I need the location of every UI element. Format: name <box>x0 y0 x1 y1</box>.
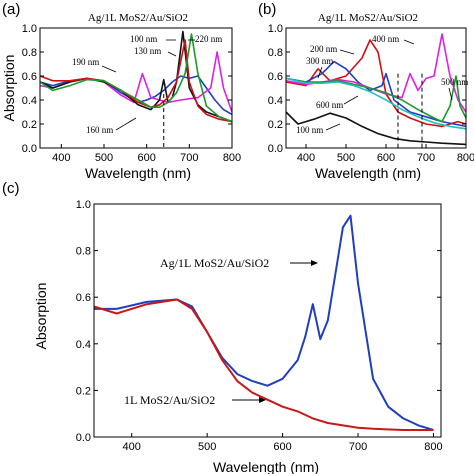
panel-a-annotation-190nm: 190 nm <box>72 57 99 67</box>
chart-panel-c: 400 500 600 700 800 0.0 0.2 0.4 0.6 0.8 1.0 Wavel… <box>33 199 443 474</box>
panel-b-arrow-300nm <box>317 66 323 79</box>
panel-c-xtick-label: 700 <box>349 441 367 453</box>
panel-a-ytick-label: 0.6 <box>22 71 37 83</box>
panel-a-series-line-3 <box>39 39 233 123</box>
panel-a-ylabel: Absorption <box>1 55 17 122</box>
panel-b-series-line-0 <box>285 111 467 146</box>
panel-a-arrow-190nm <box>101 65 117 73</box>
panel-c-arrowhead-top <box>311 260 318 266</box>
panel-c-ytick-label: 0.6 <box>76 292 91 304</box>
chart-panel-a: Ag/1L MoS2/Au/SiO2 400 500 600 700 800 0.00.… <box>1 12 241 181</box>
panel-b-ytick-label: 1.0 <box>268 23 283 35</box>
panel-c-xtick-label: 600 <box>273 441 291 453</box>
panel-c-arrowhead-bottom <box>259 397 266 403</box>
panel-label-c: (c) <box>2 180 20 197</box>
panel-c-ytick-label: 0.4 <box>76 339 91 351</box>
panel-b-series <box>285 33 467 146</box>
panel-c-ytick-label: 1.0 <box>76 199 91 211</box>
panel-c-series-line-0 <box>94 214 434 431</box>
panel-b-dashed-lines <box>397 73 423 148</box>
panel-a-xtick-label: 600 <box>137 152 155 164</box>
panel-b-arrow-500nm <box>448 87 453 101</box>
panel-b-xtick-label: 400 <box>297 152 315 164</box>
panel-b-title: Ag/1L MoS2/Au/SiO2 <box>318 12 418 24</box>
panel-c-ylabel: Absorption <box>33 283 49 350</box>
panel-b-ytick-label: 0.6 <box>268 71 283 83</box>
panel-b-annotation-300nm: 300 nm <box>306 56 333 66</box>
panel-a-xlabel: Wavelength (nm) <box>85 165 191 181</box>
panel-a-xtick-label: 400 <box>52 152 70 164</box>
panel-b-annotation-500nm: 500 nm <box>441 77 468 87</box>
panel-label-b: (b) <box>258 1 276 18</box>
panel-b-series-line-5 <box>285 77 467 130</box>
panel-a-arrow-130nm <box>167 51 177 57</box>
panel-b-ytick-label: 0.4 <box>268 95 283 107</box>
panel-b-y-ticks: 0.0 0.2 0.4 0.6 0.8 1.0 <box>268 23 466 155</box>
panel-label-a: (a) <box>2 1 20 18</box>
panel-a-xtick-label: 800 <box>223 152 241 164</box>
panel-b-annotation-600nm: 600 nm <box>316 100 343 110</box>
panel-a-ytick-label: 1.0 <box>22 23 37 35</box>
panel-a-ytick-label: 0.2 <box>22 119 37 131</box>
panel-b-ytick-label: 0.2 <box>268 119 283 131</box>
panel-b-annotation-400nm: 400 nm <box>372 34 399 44</box>
panel-c-ytick-label: 0.8 <box>76 246 91 258</box>
panel-a-ytick-label: 0.8 <box>22 47 37 59</box>
panel-b-xtick-label: 600 <box>377 152 395 164</box>
panel-a-xtick-label: 500 <box>95 152 113 164</box>
panel-b-arrow-600nm <box>343 95 359 105</box>
panel-b-series-line-4 <box>285 75 467 123</box>
panel-c-ytick-label: 0.2 <box>76 385 91 397</box>
panel-c-xtick-label: 400 <box>123 441 141 453</box>
panel-b-xtick-label: 500 <box>337 152 355 164</box>
panel-a-annotation-220nm: 220 nm <box>195 34 222 44</box>
chart-panel-b: Ag/1L MoS2/Au/SiO2 400 500 600 700 800 0.00.… <box>268 12 474 181</box>
panel-a-ytick-label: 0.4 <box>22 95 37 107</box>
panel-b-annotation-100nm: 100 nm <box>296 125 323 135</box>
panel-a-x-ticks: 400 500 600 700 800 <box>52 144 241 164</box>
panel-a-series-line-4 <box>39 33 233 123</box>
panel-b-arrow-100nm <box>325 123 341 131</box>
panel-a-annotation-130nm: 130 nm <box>134 46 161 56</box>
panel-a-arrow-160nm <box>115 117 137 131</box>
panel-b-series-line-2 <box>285 60 467 128</box>
panel-b-x-ticks: 400 500 600 700 800 <box>297 144 474 164</box>
panel-c-y-ticks: 0.0 0.2 0.4 0.6 0.8 1.0 <box>76 199 441 444</box>
panel-a-frame <box>39 27 233 149</box>
panel-a-annotation-100nm: 100 nm <box>130 34 157 44</box>
panel-b-xtick-label: 700 <box>417 152 435 164</box>
panel-a-series <box>39 30 233 123</box>
panel-b-ytick-label: 0.0 <box>268 143 283 155</box>
panel-b-xlabel: Wavelength (nm) <box>315 165 421 181</box>
panel-a-annotation-160nm: 160 nm <box>86 125 113 135</box>
panel-c-series <box>93 214 434 431</box>
panel-c-xtick-label: 800 <box>424 441 442 453</box>
panel-c-series-label-top: Ag/1L MoS2/Au/SiO2 <box>160 256 269 270</box>
panel-c-ytick-label: 0.0 <box>76 432 91 444</box>
panel-c-xlabel: Wavelength (nm) <box>213 459 319 474</box>
panel-a-title: Ag/1L MoS2/Au/SiO2 <box>88 12 188 24</box>
panel-b-xtick-label: 800 <box>457 152 474 164</box>
panel-c-series-line-1 <box>93 298 434 431</box>
panel-c-frame <box>93 203 442 438</box>
panel-c-xtick-label: 500 <box>198 441 216 453</box>
panel-c-series-label-bottom: 1L MoS2/Au/SiO2 <box>124 393 215 407</box>
panel-b-arrow-200nm <box>339 49 355 55</box>
panel-a-y-ticks: 0.0 0.2 0.4 0.6 0.8 1.0 <box>22 23 232 155</box>
panel-a-ytick-label: 0.0 <box>22 143 37 155</box>
panel-b-frame <box>285 27 467 149</box>
panel-c-x-ticks: 400 500 600 700 800 <box>123 433 443 453</box>
panel-b-annotation-200nm: 200 nm <box>310 44 337 54</box>
panel-b-ytick-label: 0.8 <box>268 47 283 59</box>
panel-a-xtick-label: 700 <box>180 152 198 164</box>
panel-b-arrow-400nm <box>403 39 415 45</box>
